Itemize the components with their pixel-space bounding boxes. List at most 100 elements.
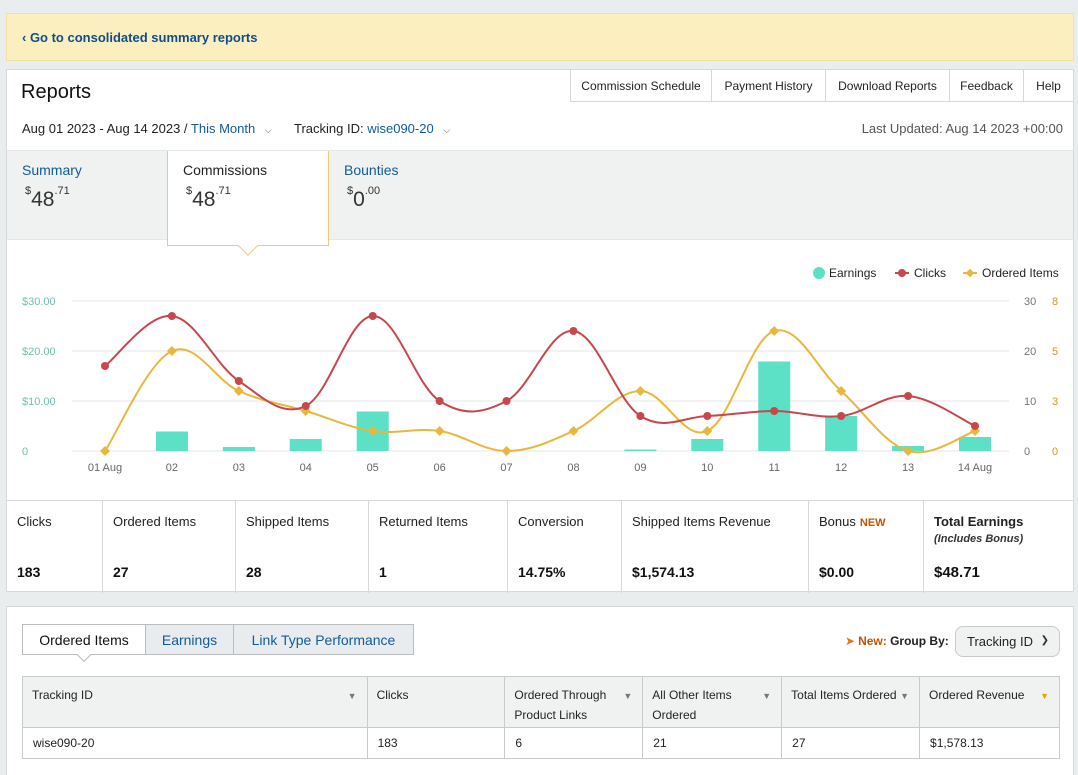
period-link[interactable]: This Month: [190, 121, 256, 136]
tab-summary-label: Summary: [22, 162, 82, 178]
ordered-items-point: [233, 386, 244, 396]
consolidated-summary-link[interactable]: ‹ Go to consolidated summary reports: [22, 30, 258, 45]
cell-total-items: 27: [781, 727, 921, 759]
stat-value: 183: [17, 564, 41, 580]
stat-bonus: Bonus NEW $0.00: [809, 501, 924, 593]
y-left-tick-label: 0: [22, 446, 28, 458]
tracking-id-selector[interactable]: Tracking ID: wise090-20 ⌵: [294, 121, 450, 136]
new-badge: NEW: [859, 517, 886, 529]
col-all-other-items[interactable]: All Other Items Ordered ▼: [642, 676, 783, 728]
sort-icon: ▼: [347, 691, 357, 701]
earnings-bar: [959, 437, 991, 451]
x-tick-label: 08: [567, 462, 579, 474]
feedback-button[interactable]: Feedback: [950, 69, 1024, 102]
tab-summary[interactable]: Summary $48.71: [7, 151, 167, 241]
group-by-value: Tracking ID: [967, 634, 1033, 649]
legend-earnings-swatch: [813, 267, 825, 279]
stat-label: Ordered Items: [113, 514, 197, 529]
tab-commissions-amount: $48.71: [186, 185, 231, 211]
help-button[interactable]: Help: [1024, 69, 1074, 102]
stat-label: Bonus NEW: [819, 514, 886, 529]
tab-label: Link Type Performance: [251, 631, 396, 648]
clicks-point: [234, 377, 243, 385]
stat-value: 14.75%: [518, 564, 566, 580]
sort-icon: ▼: [900, 691, 910, 701]
date-range-selector[interactable]: Aug 01 2023 - Aug 14 2023 / This Month ⌵: [22, 121, 272, 136]
last-updated-text: Last Updated: Aug 14 2023 +00:00: [861, 121, 1063, 136]
col-tracking-id[interactable]: Tracking ID ▼: [22, 676, 368, 728]
chevron-down-icon: ❯: [1040, 635, 1049, 646]
legend-items-label: Ordered Items: [982, 266, 1059, 280]
clicks-point: [435, 397, 444, 405]
clicks-point: [703, 412, 712, 420]
sort-active-icon: ▼: [1040, 691, 1049, 701]
y-left-tick-label: $20.00: [22, 346, 56, 358]
y-right-clicks-tick-label: 10: [1024, 396, 1036, 408]
stat-label: Returned Items: [379, 514, 468, 529]
reports-top-nav: Commission Schedule Payment History Down…: [570, 69, 1074, 102]
tab-summary-amount: $48.71: [25, 185, 70, 211]
tab-commissions[interactable]: Commissions $48.71: [167, 151, 329, 256]
col-total-items[interactable]: Total Items Ordered ▼: [781, 676, 921, 728]
tab-bounties[interactable]: Bounties $0.00: [329, 151, 489, 241]
group-by-text: Group By:: [890, 634, 949, 648]
col-clicks[interactable]: Clicks: [366, 676, 506, 728]
stat-sublabel: (Includes Bonus): [934, 533, 1024, 545]
new-label: New:: [858, 634, 887, 648]
ordered-items-table: Tracking ID ▼ Clicks Ordered Through Prod…: [22, 676, 1060, 759]
date-range-text: Aug 01 2023 - Aug 14 2023 /: [22, 121, 188, 136]
notice-banner: ‹ Go to consolidated summary reports: [6, 13, 1074, 61]
ordered-items-point: [501, 446, 512, 456]
ordered-items-point: [769, 326, 780, 336]
stat-total-earnings: Total Earnings (Includes Bonus) $48.71: [924, 501, 1073, 593]
legend-items-swatch: [965, 268, 975, 278]
sort-icon: ▼: [762, 691, 772, 701]
tab-link-type-performance[interactable]: Link Type Performance: [234, 624, 414, 655]
tab-commissions-label: Commissions: [183, 162, 268, 178]
stat-label: Conversion: [518, 514, 584, 529]
x-tick-label: 01 Aug: [88, 462, 122, 474]
x-tick-label: 09: [634, 462, 646, 474]
clicks-point: [971, 422, 979, 430]
stat-value: 28: [246, 564, 262, 580]
legend-clicks-label: Clicks: [914, 266, 946, 280]
y-right-clicks-tick-label: 30: [1024, 296, 1036, 308]
ordered-items-point: [635, 386, 646, 396]
chevron-down-icon: ⌵: [264, 125, 272, 135]
earnings-bar: [155, 431, 188, 451]
col-ordered-through-links[interactable]: Ordered Through Product Links ▼: [504, 676, 644, 728]
y-right-items-tick-label: 5: [1052, 346, 1058, 358]
tracking-id-link[interactable]: wise090-20: [22, 727, 368, 759]
x-tick-label: 03: [233, 462, 245, 474]
cell-clicks: 183: [366, 727, 506, 759]
x-tick-label: 12: [835, 462, 847, 474]
download-reports-button[interactable]: Download Reports: [826, 69, 950, 102]
payment-history-button[interactable]: Payment History: [712, 69, 826, 102]
commission-schedule-button[interactable]: Commission Schedule: [570, 69, 712, 102]
group-by-label: ➤ New: Group By:: [845, 634, 949, 648]
tab-bounties-amount: $0.00: [347, 185, 381, 211]
clicks-point: [904, 392, 913, 400]
y-right-items-tick-label: 0: [1052, 446, 1058, 458]
reports-panel: Reports Commission Schedule Payment Hist…: [6, 69, 1074, 593]
table-header-row: Tracking ID ▼ Clicks Ordered Through Prod…: [22, 676, 1060, 728]
ordered-items-point: [100, 446, 110, 456]
ordered-items-point: [568, 426, 579, 436]
report-tabs: Ordered Items Earnings Link Type Perform…: [22, 624, 414, 663]
x-tick-label: 11: [769, 462, 780, 474]
tracking-id-value[interactable]: wise090-20: [367, 121, 434, 136]
tab-earnings[interactable]: Earnings: [146, 624, 234, 655]
x-tick-label: 07: [500, 462, 512, 474]
group-by-select[interactable]: Tracking ID ❯: [955, 626, 1060, 657]
col-ordered-revenue[interactable]: Ordered Revenue ▼: [919, 676, 1060, 728]
cell-ordered-through: 6: [504, 727, 644, 759]
stat-shipped-items: Shipped Items 28: [236, 501, 369, 593]
clicks-point: [569, 327, 578, 335]
clicks-point: [636, 412, 645, 420]
stat-returned-items: Returned Items 1: [369, 501, 508, 593]
tab-ordered-items[interactable]: Ordered Items: [22, 624, 146, 663]
table-row: wise090-20 183 6 21 27 $1,578.13: [22, 727, 1060, 759]
stat-value: $48.71: [934, 564, 980, 581]
stat-label: Shipped Items: [246, 514, 330, 529]
cell-revenue: $1,578.13: [919, 727, 1060, 759]
